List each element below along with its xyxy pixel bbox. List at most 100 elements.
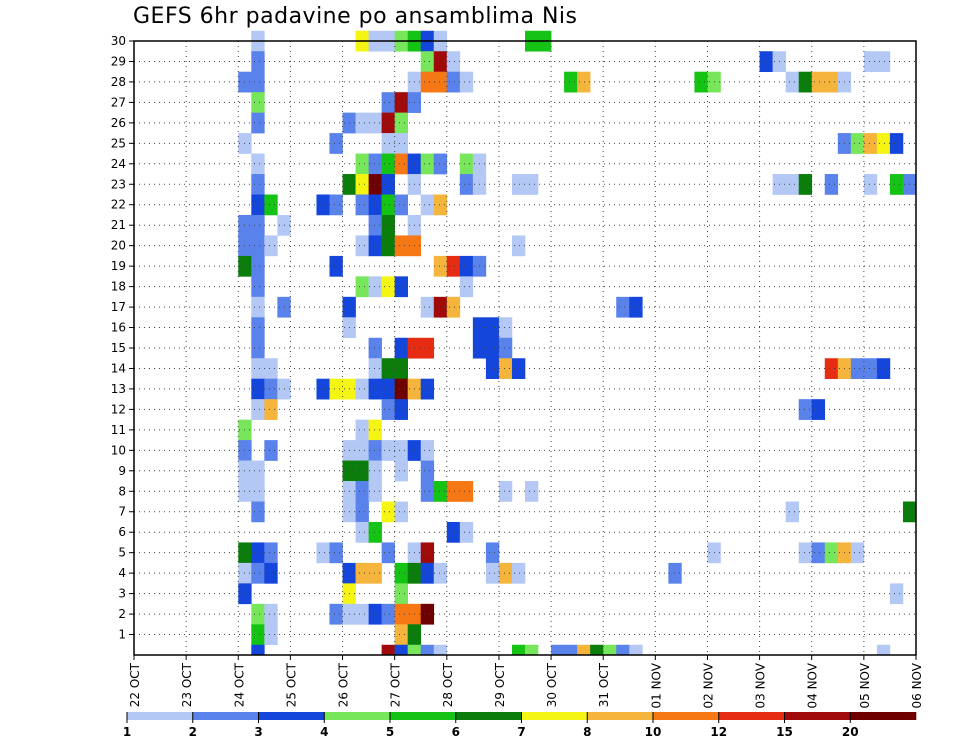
data-cell	[394, 460, 408, 482]
data-cell	[459, 174, 474, 195]
legend-swatch	[258, 712, 325, 720]
y-tick-label: 14	[111, 361, 126, 375]
data-cell	[446, 481, 461, 502]
data-cell	[577, 644, 591, 656]
y-tick-label: 1	[118, 628, 126, 642]
data-cell	[251, 378, 265, 400]
x-tick-label: 22 OCT	[128, 662, 142, 707]
data-cell	[498, 337, 513, 359]
data-cell	[368, 562, 382, 584]
data-cell	[251, 542, 265, 564]
x-tick-label: 06 NOV	[910, 662, 924, 708]
legend-label: 6	[452, 725, 460, 739]
legend-label: 8	[583, 725, 591, 739]
data-cell	[355, 521, 369, 543]
data-cell	[420, 194, 435, 216]
data-cell	[850, 542, 865, 564]
legend-swatch	[390, 712, 457, 720]
data-cell	[355, 440, 369, 461]
y-tick-label: 12	[111, 402, 126, 416]
data-cell	[889, 133, 904, 154]
data-cell	[355, 174, 369, 195]
y-tick-label: 15	[111, 341, 126, 355]
data-cell	[355, 276, 369, 298]
y-tick-label: 21	[111, 218, 126, 232]
x-tick-label: 27 OCT	[389, 662, 403, 707]
data-cell	[251, 644, 265, 656]
data-cell	[251, 358, 265, 379]
y-tick-label: 8	[118, 484, 126, 498]
data-cell	[355, 419, 369, 441]
y-tick-label: 13	[111, 382, 126, 396]
data-cell	[251, 51, 265, 72]
legend-label: 2	[189, 725, 197, 739]
data-cell	[368, 378, 382, 400]
data-cell	[824, 358, 839, 379]
data-cell	[394, 501, 408, 523]
data-cell	[798, 399, 813, 420]
y-tick-label: 10	[111, 443, 126, 457]
data-cell	[798, 174, 813, 195]
legend-swatch	[587, 712, 654, 720]
data-cell	[251, 112, 265, 134]
data-cell	[251, 399, 265, 420]
data-cell	[850, 133, 865, 154]
legend-swatch	[784, 712, 851, 720]
data-cell	[381, 542, 395, 564]
data-cell	[394, 358, 408, 379]
data-cell	[355, 460, 369, 482]
data-cell	[381, 235, 395, 257]
data-cell	[420, 542, 435, 564]
data-cell	[251, 276, 265, 298]
data-cell	[459, 71, 474, 93]
data-cell	[433, 51, 448, 72]
data-cell	[381, 603, 395, 625]
data-cell	[251, 71, 265, 93]
legend-swatch	[850, 712, 917, 720]
data-cell	[381, 378, 395, 400]
y-tick-label: 9	[118, 464, 126, 478]
data-cell	[394, 399, 408, 420]
data-cell	[876, 51, 891, 72]
data-cell	[329, 194, 343, 216]
data-cell	[511, 562, 526, 584]
data-cell	[420, 71, 435, 93]
data-cell	[590, 644, 604, 656]
data-cell	[394, 440, 408, 461]
data-cell	[264, 603, 278, 625]
data-cell	[889, 174, 904, 195]
data-cell	[433, 644, 448, 656]
y-tick-label: 22	[111, 198, 126, 212]
y-tick-label: 2	[118, 607, 126, 621]
data-cell	[251, 460, 265, 482]
data-cell	[368, 337, 382, 359]
data-cell	[381, 358, 395, 379]
data-cell	[368, 153, 382, 175]
data-cell	[420, 562, 435, 584]
data-cell	[446, 255, 461, 277]
data-cell	[876, 644, 891, 656]
data-cell	[264, 562, 278, 584]
data-cell	[876, 133, 891, 154]
data-cell	[498, 562, 513, 584]
data-cell	[525, 174, 539, 195]
data-cell	[485, 358, 500, 379]
data-cell	[264, 194, 278, 216]
legend-swatch	[192, 712, 259, 720]
data-cell	[394, 276, 408, 298]
data-cell	[485, 337, 500, 359]
data-cell	[420, 337, 435, 359]
data-cell	[798, 542, 813, 564]
data-cell	[251, 235, 265, 257]
data-cell	[368, 460, 382, 482]
data-cell	[433, 481, 448, 502]
data-cell	[264, 399, 278, 420]
legend-label: 7	[517, 725, 525, 739]
data-cell	[394, 378, 408, 400]
legend-label: 10	[645, 725, 662, 739]
data-cell	[381, 644, 395, 656]
data-cell	[785, 174, 799, 195]
data-cell	[264, 542, 278, 564]
data-cell	[355, 501, 369, 523]
